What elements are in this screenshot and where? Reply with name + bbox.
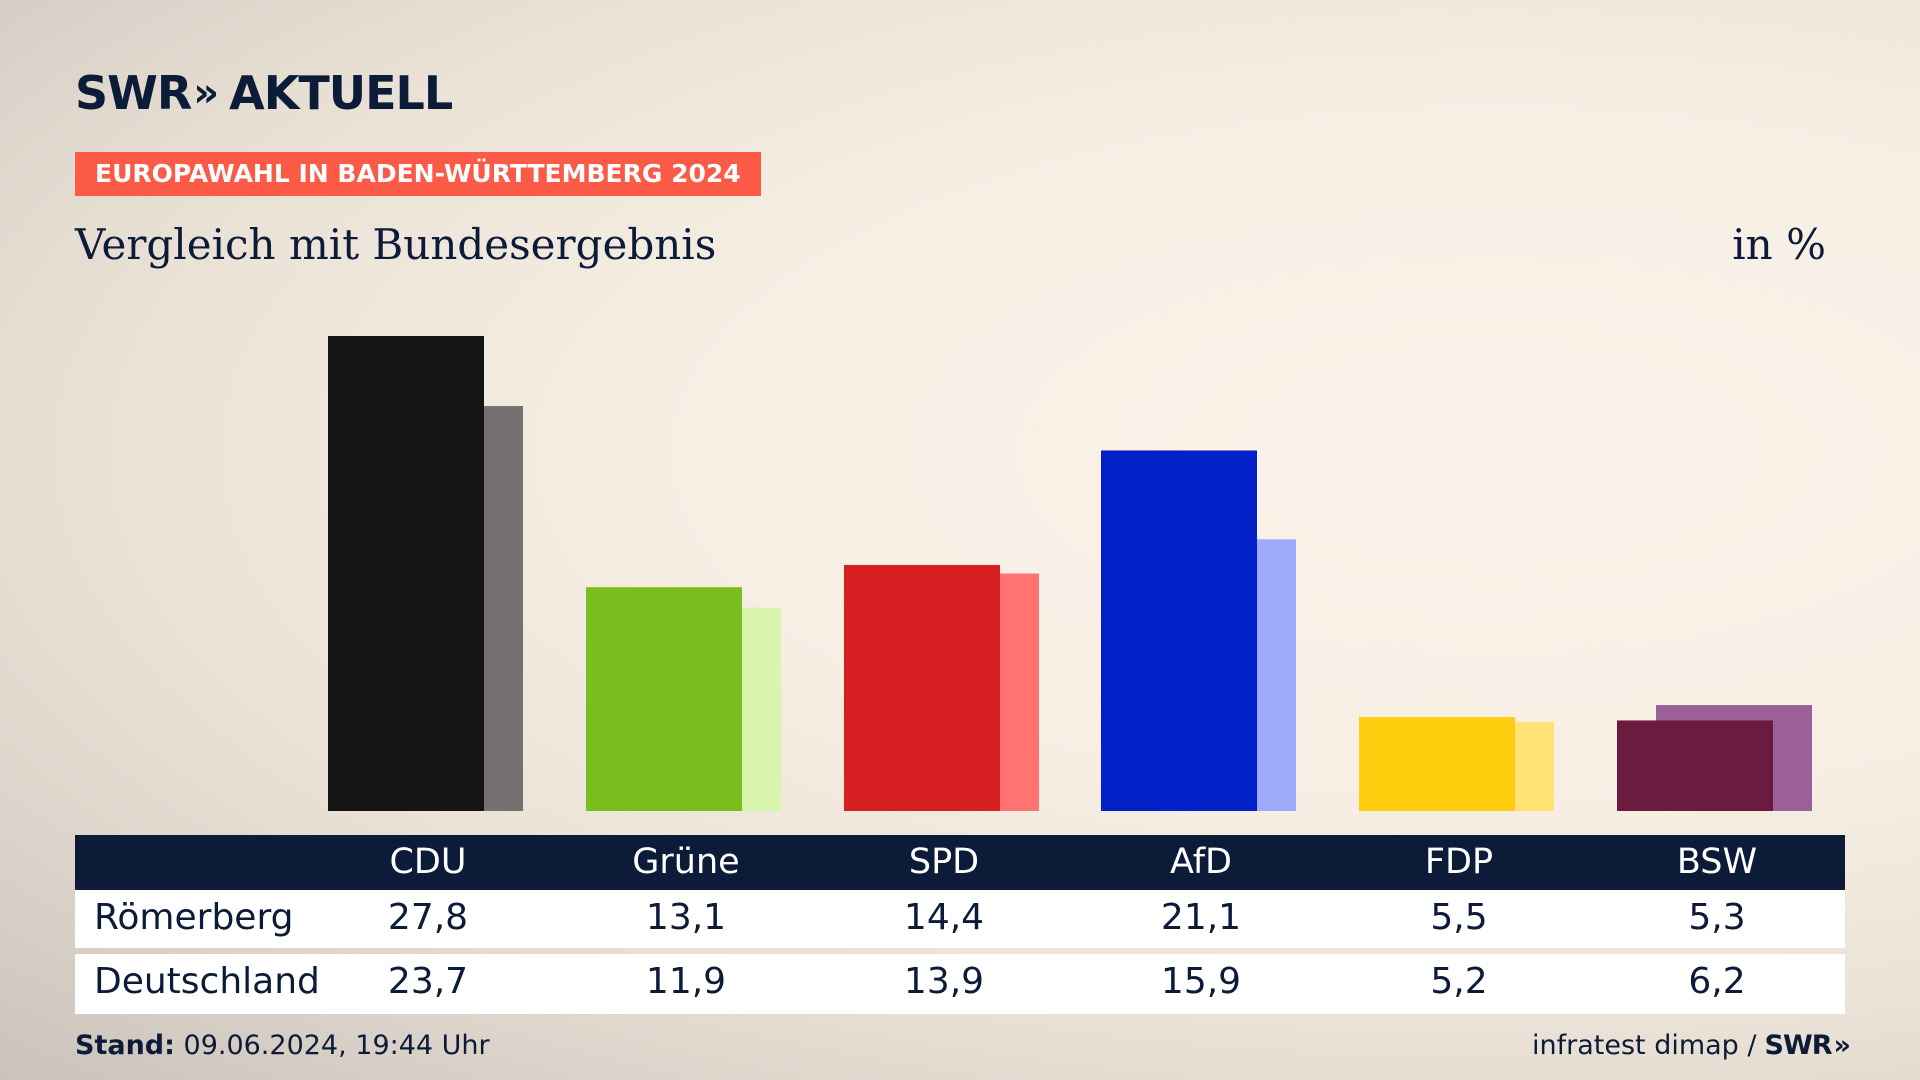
table-cell: 15,9: [1160, 961, 1242, 1002]
footer-chevron-icon: »: [1833, 1030, 1852, 1061]
table-cell: 23,7: [387, 961, 469, 1002]
swr-aktuell-logo: SWR» AKTUELL: [75, 66, 453, 120]
bar-roemerberg-cdu: [328, 336, 484, 811]
table-cell: 21,1: [1160, 897, 1242, 938]
table-cell: 13,9: [903, 961, 985, 1002]
bar-roemerberg-afd: [1101, 450, 1257, 811]
source-text: infratest dimap /: [1532, 1030, 1757, 1061]
column-header-spd: SPD: [908, 842, 980, 882]
column-header-cdu: CDU: [389, 842, 467, 882]
table-cell: 27,8: [387, 897, 469, 938]
source-credit: infratest dimap / SWR»: [1532, 1030, 1852, 1061]
footer-brand: SWR: [1764, 1030, 1833, 1061]
chart-unit: in %: [1732, 220, 1826, 269]
table-row: Deutschland 23,7 11,9 13,9 15,9 5,2 6,2: [75, 954, 1845, 1014]
logo-section: AKTUELL: [229, 66, 453, 120]
bar-roemerberg-grüne: [586, 587, 742, 811]
chart-subtitle: Vergleich mit Bundesergebnis: [75, 220, 717, 269]
column-header-grüne: Grüne: [632, 842, 740, 882]
footer-swr-logo: SWR»: [1764, 1030, 1852, 1061]
bar-roemerberg-fdp: [1359, 717, 1515, 811]
results-table: CDU Grüne SPD AfD FDP BSW Römerberg 27,8 13,1 1…: [75, 835, 1845, 1014]
column-header-afd: AfD: [1170, 842, 1232, 882]
bar-roemerberg-bsw: [1617, 720, 1773, 811]
stand-label: Stand:: [75, 1030, 175, 1061]
stand-value: 09.06.2024, 19:44 Uhr: [183, 1030, 490, 1061]
column-header-bsw: BSW: [1676, 842, 1758, 882]
table-cell: 5,2: [1430, 961, 1488, 1002]
table-row: Römerberg 27,8 13,1 14,4 21,1 5,5 5,3: [75, 890, 1845, 948]
timestamp: Stand: 09.06.2024, 19:44 Uhr: [75, 1030, 490, 1061]
table-cell: 13,1: [645, 897, 727, 938]
logo-brand: SWR: [75, 66, 192, 120]
row-label-roemerberg: Römerberg: [94, 897, 294, 938]
row-label-deutschland: Deutschland: [94, 961, 320, 1002]
table-cell: 5,3: [1688, 897, 1746, 938]
bar-roemerberg-spd: [844, 564, 1000, 811]
table-cell: 11,9: [645, 961, 727, 1002]
table-cell: 6,2: [1688, 961, 1746, 1002]
column-header-fdp: FDP: [1424, 842, 1494, 882]
election-badge: EUROPAWAHL IN BADEN-WÜRTTEMBERG 2024: [75, 152, 761, 196]
table-cell: 14,4: [903, 897, 985, 938]
table-cell: 5,5: [1430, 897, 1488, 938]
table-header: CDU Grüne SPD AfD FDP BSW: [75, 835, 1845, 890]
